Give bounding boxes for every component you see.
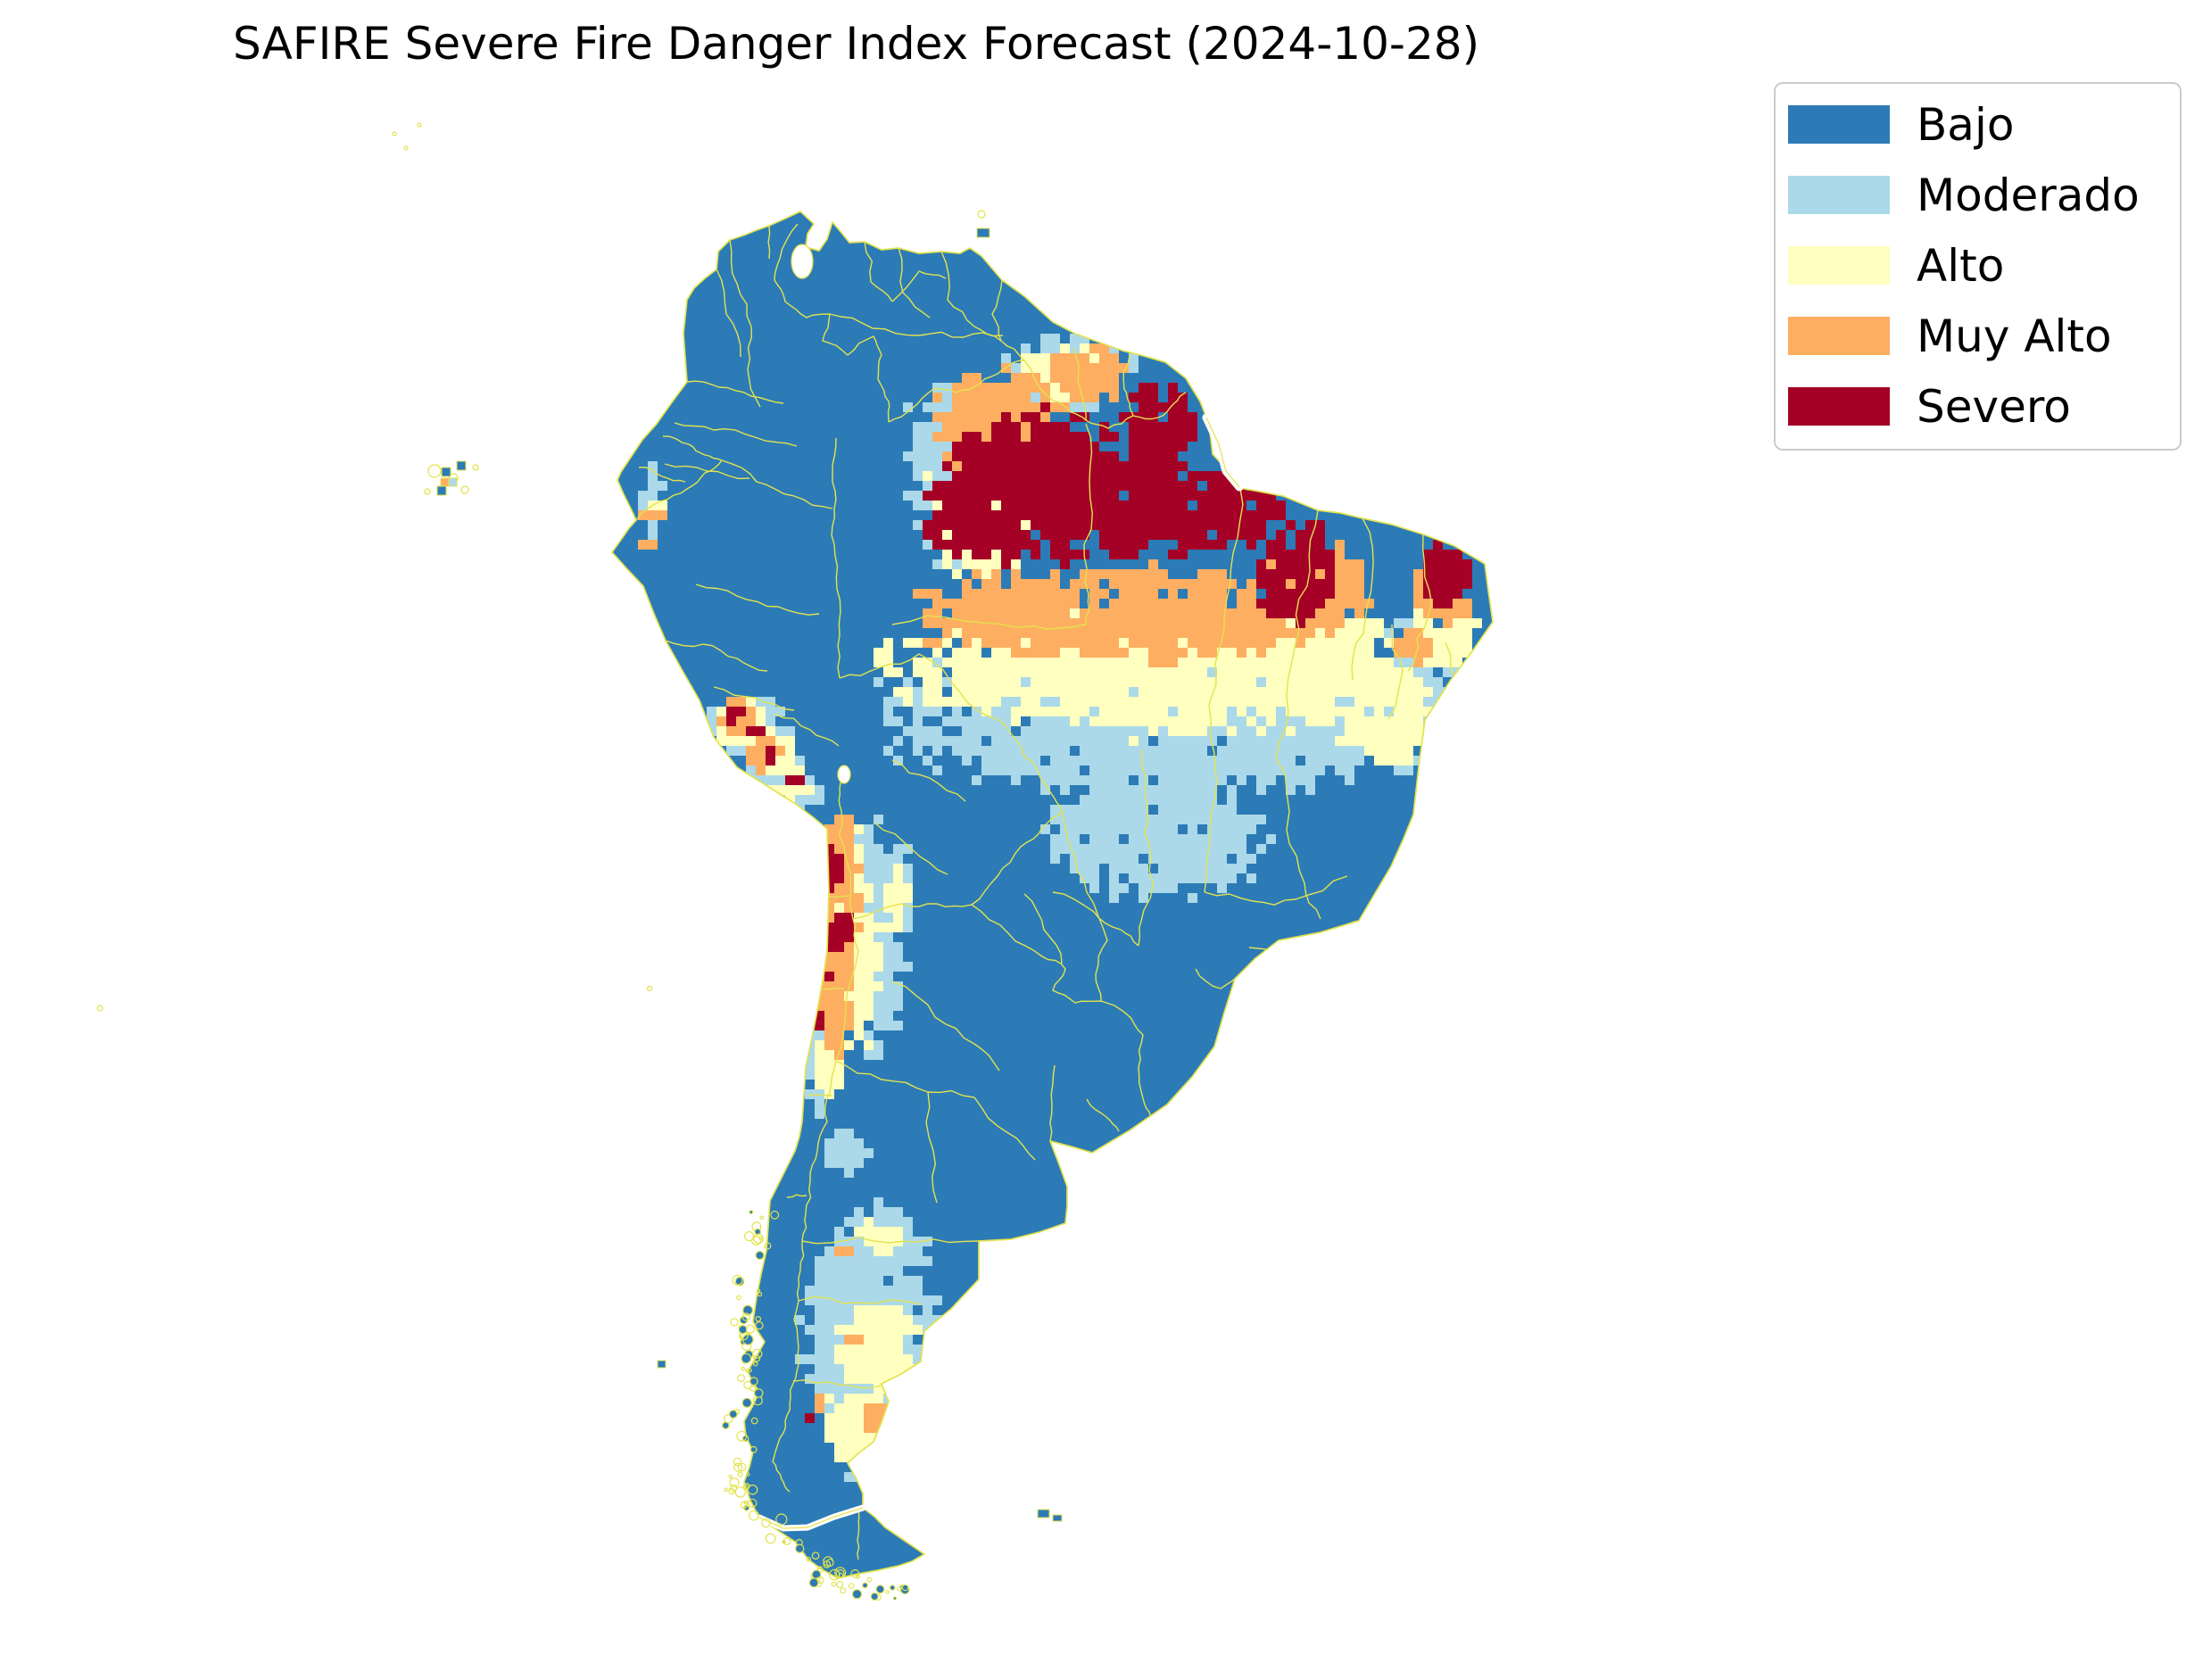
land-base bbox=[612, 211, 1493, 1578]
legend: Bajo Moderado Alto Muy Alto Severo bbox=[1774, 82, 2182, 451]
legend-row-moderado: Moderado bbox=[1788, 160, 2167, 230]
legend-swatch-bajo bbox=[1788, 105, 1890, 144]
legend-label-alto: Alto bbox=[1917, 239, 2005, 292]
legend-row-muy-alto: Muy Alto bbox=[1788, 301, 2167, 371]
legend-swatch-alto bbox=[1788, 246, 1890, 285]
legend-label-muy-alto: Muy Alto bbox=[1917, 310, 2112, 362]
lake-titicaca bbox=[837, 765, 851, 784]
legend-row-severo: Severo bbox=[1788, 371, 2167, 442]
legend-swatch-muy-alto bbox=[1788, 317, 1890, 355]
legend-swatch-severo bbox=[1788, 387, 1890, 426]
lake-maracaibo bbox=[791, 244, 814, 279]
fjord-islets bbox=[721, 1210, 910, 1601]
figure-title: SAFIRE Severe Fire Danger Index Forecast… bbox=[233, 18, 1480, 70]
legend-label-moderado: Moderado bbox=[1917, 169, 2140, 221]
admin-borders bbox=[635, 223, 1484, 1560]
danger-cells bbox=[638, 334, 1482, 1502]
water-features bbox=[756, 244, 1244, 1532]
legend-row-alto: Alto bbox=[1788, 230, 2167, 301]
legend-swatch-moderado bbox=[1788, 176, 1890, 214]
legend-label-bajo: Bajo bbox=[1917, 98, 2015, 151]
legend-row-bajo: Bajo bbox=[1788, 89, 2167, 160]
legend-label-severo: Severo bbox=[1917, 380, 2071, 433]
islands bbox=[96, 122, 1063, 1522]
